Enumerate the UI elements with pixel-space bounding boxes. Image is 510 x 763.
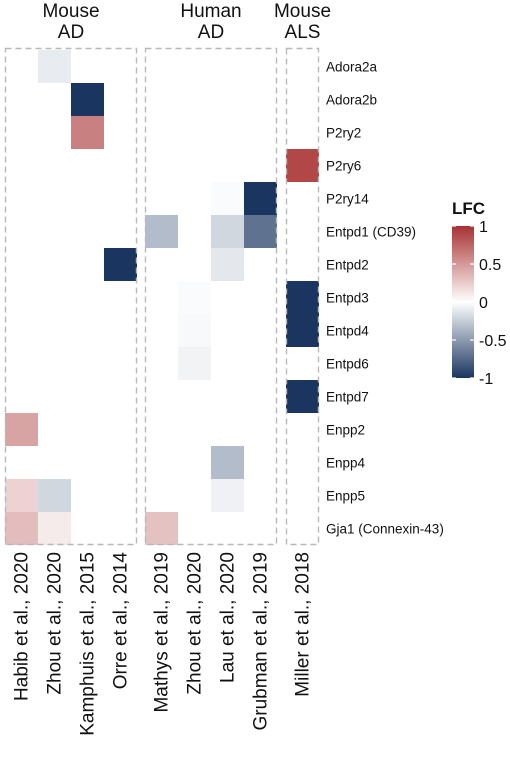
group-label-1-line-0: Human bbox=[180, 1, 241, 22]
row-label-13: Enpp5 bbox=[326, 489, 365, 504]
legend-tick-label-3: -0.5 bbox=[479, 333, 507, 350]
heatmap-cell-r4-c6 bbox=[211, 182, 244, 215]
heatmap-cell-r3-c8 bbox=[286, 149, 319, 182]
row-label-4: P2ry14 bbox=[326, 192, 369, 207]
row-label-8: Entpd4 bbox=[326, 324, 369, 339]
heatmap-cell-r5-c6 bbox=[211, 215, 244, 248]
column-label-5: Zhou et al., 2020 bbox=[185, 552, 206, 695]
column-label-2: Kamphuis et al., 2015 bbox=[78, 552, 99, 736]
heatmap-cell-r12-c6 bbox=[211, 446, 244, 479]
legend-tick-label-1: 0.5 bbox=[479, 257, 501, 274]
row-label-1: Adora2b bbox=[326, 93, 377, 108]
row-label-12: Enpp4 bbox=[326, 456, 366, 471]
legend-tick-label-2: 0 bbox=[479, 295, 488, 312]
row-label-5: Entpd1 (CD39) bbox=[326, 225, 416, 240]
heatmap-cell-r8-c8 bbox=[286, 314, 319, 347]
heatmap-cell-r6-c3 bbox=[104, 248, 137, 281]
row-label-6: Entpd2 bbox=[326, 258, 369, 273]
legend-title: LFC bbox=[452, 199, 485, 218]
heatmap-cell-r0-c1 bbox=[38, 50, 71, 83]
heatmap-cell-r1-c2 bbox=[71, 83, 104, 116]
row-label-11: Enpp2 bbox=[326, 423, 365, 438]
heatmap-cell-r13-c6 bbox=[211, 479, 244, 512]
heatmap-cell-r7-c8 bbox=[286, 281, 319, 314]
heatmap-cell-r6-c6 bbox=[211, 248, 244, 281]
row-label-14: Gja1 (Connexin-43) bbox=[326, 522, 444, 537]
group-box-1 bbox=[144, 47, 278, 546]
heatmap-cell-r14-c4 bbox=[145, 512, 178, 545]
row-label-2: P2ry2 bbox=[326, 126, 361, 141]
column-label-4: Mathys et al., 2019 bbox=[152, 552, 173, 713]
legend-tick-label-4: -1 bbox=[479, 371, 493, 388]
group-label-1-line-1: AD bbox=[198, 22, 224, 43]
heatmap-cell-r13-c1 bbox=[38, 479, 71, 512]
row-label-10: Entpd7 bbox=[326, 390, 369, 405]
row-label-7: Entpd3 bbox=[326, 291, 369, 306]
group-label-0-line-1: AD bbox=[58, 22, 84, 43]
row-label-9: Entpd6 bbox=[326, 357, 369, 372]
heatmap-cell-r10-c8 bbox=[286, 380, 319, 413]
group-label-2-line-0: Mouse bbox=[274, 1, 331, 22]
heatmap-cell-r5-c4 bbox=[145, 215, 178, 248]
group-label-2-line-1: ALS bbox=[285, 22, 321, 43]
heatmap-cell-r14-c0 bbox=[5, 512, 38, 545]
heatmap-cell-r11-c0 bbox=[5, 413, 38, 446]
group-label-0-line-0: Mouse bbox=[42, 1, 99, 22]
heatmap-cell-r2-c2 bbox=[71, 116, 104, 149]
heatmap-cell-r5-c7 bbox=[244, 215, 277, 248]
row-label-0: Adora2a bbox=[326, 60, 378, 75]
column-label-7: Grubman et al., 2019 bbox=[251, 552, 272, 731]
heatmap-cell-r9-c5 bbox=[178, 347, 211, 380]
column-label-8: Miller et al., 2018 bbox=[293, 552, 314, 697]
column-label-1: Zhou et al., 2020 bbox=[45, 552, 66, 695]
heatmap-cell-r4-c7 bbox=[244, 182, 277, 215]
column-label-6: Lau et al., 2020 bbox=[218, 552, 239, 683]
legend-colorbar bbox=[452, 226, 474, 378]
heatmap-cell-r7-c5 bbox=[178, 281, 211, 314]
column-label-3: Orre et al., 2014 bbox=[111, 552, 132, 690]
heatmap-cell-r13-c0 bbox=[5, 479, 38, 512]
heatmap-cell-r14-c1 bbox=[38, 512, 71, 545]
group-box-0 bbox=[4, 47, 138, 546]
legend-tick-label-0: 1 bbox=[479, 219, 488, 236]
column-label-0: Habib et al., 2020 bbox=[12, 552, 33, 701]
heatmap-cell-r8-c5 bbox=[178, 314, 211, 347]
row-label-3: P2ry6 bbox=[326, 159, 361, 174]
group-box-2 bbox=[285, 47, 320, 546]
